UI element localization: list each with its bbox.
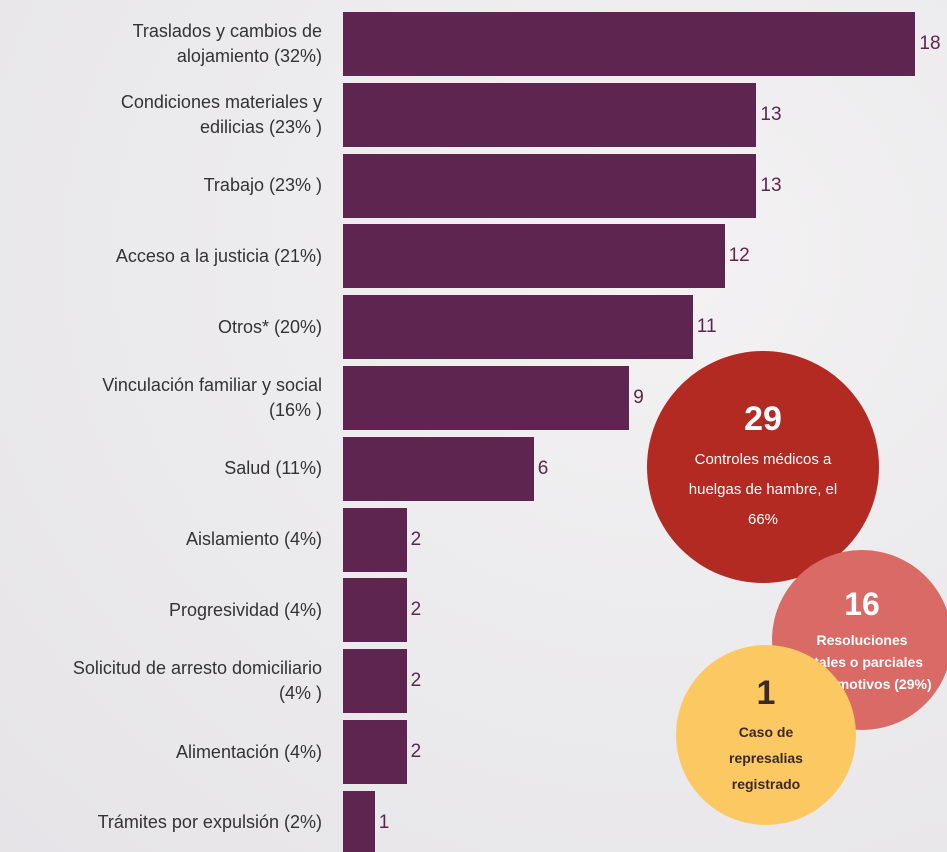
- value-label: 6: [537, 457, 549, 479]
- value-label: 18: [919, 33, 941, 54]
- category-label: Vinculación familiar y social (16% ): [102, 375, 322, 420]
- category-label: Aislamiento (4%): [185, 529, 322, 550]
- category-label: Condiciones materiales y edilicias (23% …: [120, 91, 322, 137]
- callout-circle: 1 Caso de represalias registrado: [676, 645, 856, 825]
- bar: [343, 366, 630, 430]
- bar: [343, 720, 407, 784]
- value-label: 2: [410, 670, 422, 692]
- callout-circle: 29 Controles médicos a huelgas de hambre,…: [647, 351, 879, 583]
- callout-text: Caso de represalias registrado: [729, 723, 803, 792]
- value-label: 2: [410, 741, 422, 762]
- value-label: 13: [760, 174, 782, 196]
- category-label: Alimentación (4%): [175, 741, 322, 762]
- category-label: Solicitud de arresto domiciliario (4% ): [72, 658, 322, 704]
- bar: [343, 224, 725, 289]
- callout-number: 1: [756, 673, 776, 712]
- category-label: Acceso a la justicia (21%): [115, 245, 322, 266]
- category-label: Progresividad (4%): [168, 599, 322, 620]
- bar: [343, 12, 916, 76]
- bar: [343, 578, 407, 643]
- bar: [343, 153, 757, 218]
- category-label: Trámites por expulsión (2%): [97, 812, 322, 833]
- value-label: 11: [696, 316, 717, 338]
- value-label: 2: [410, 599, 422, 621]
- value-label: 12: [728, 245, 750, 267]
- value-label: 1: [378, 811, 390, 833]
- callout-number: 16: [844, 585, 880, 622]
- category-label: Otros* (20%): [217, 316, 322, 337]
- bar: [343, 295, 693, 360]
- callout-text: Controles médicos a huelgas de hambre, e…: [688, 450, 838, 528]
- bar: [343, 790, 375, 852]
- category-label: Trabajo (23% ): [203, 175, 322, 196]
- value-label: 13: [760, 103, 782, 125]
- callout-number: 29: [744, 399, 782, 438]
- category-label: Salud (11%): [224, 458, 322, 479]
- category-label: Traslados y cambios de alojamiento (32%): [132, 21, 322, 66]
- bar: [343, 507, 407, 572]
- bar: [343, 649, 407, 714]
- value-label: 9: [633, 387, 644, 408]
- bar: [343, 436, 534, 501]
- value-label: 2: [410, 528, 422, 550]
- bar: [343, 82, 757, 147]
